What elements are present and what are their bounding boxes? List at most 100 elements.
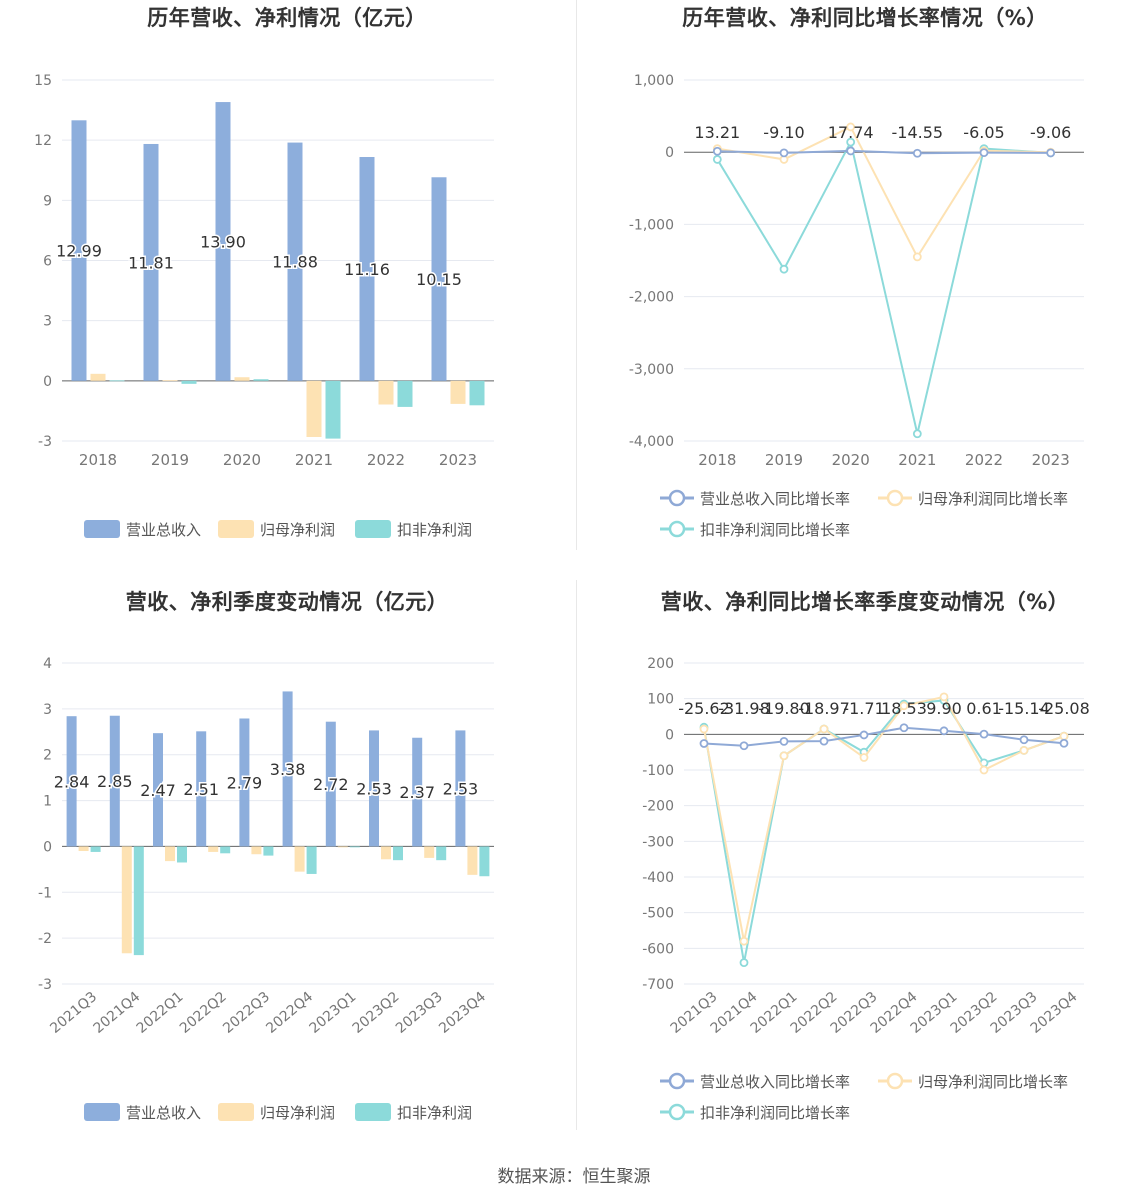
data-point (1046, 148, 1056, 158)
x-tick-label: 2019 (151, 451, 189, 469)
bar (208, 846, 219, 852)
x-tick-label: 2021Q3 (47, 989, 100, 1037)
data-point (699, 739, 709, 748)
bar (90, 373, 106, 381)
bar (479, 846, 490, 877)
bar (381, 846, 391, 860)
y-tick-label: -500 (642, 906, 674, 922)
data-point (712, 146, 722, 156)
legend-marker (886, 489, 904, 507)
legend-swatch (84, 520, 120, 538)
data-label: 12.99 (56, 242, 102, 261)
legend-swatch (84, 1103, 120, 1121)
y-tick-label: 15 (34, 73, 52, 89)
x-tick-label: 2022Q4 (263, 989, 316, 1037)
legend-marker (668, 489, 686, 507)
data-point (739, 936, 749, 946)
x-tick-label: 2020 (832, 451, 870, 469)
data-label: 0.61 (966, 699, 1002, 718)
bar (239, 718, 250, 847)
data-point (819, 736, 829, 746)
bar (424, 846, 435, 858)
y-tick-label: 3 (43, 314, 52, 330)
bar (66, 716, 77, 847)
x-tick-label: 2023Q3 (393, 989, 446, 1037)
x-tick-label: 2022Q2 (177, 989, 230, 1037)
legend-label: 归母净利润同比增长率 (918, 1073, 1068, 1091)
data-point (899, 723, 909, 733)
data-source-value: 恒生聚源 (582, 1167, 651, 1187)
bar (181, 380, 197, 384)
data-point (739, 958, 749, 968)
annual-growth-title: 历年营收、净利同比增长率情况（%） (682, 6, 1048, 30)
data-label: 11.81 (128, 253, 174, 272)
data-point (1059, 738, 1069, 748)
bar (263, 846, 274, 856)
bar (71, 120, 87, 381)
legend-marker (668, 1072, 686, 1090)
data-point (859, 753, 869, 762)
legend-swatch (218, 1103, 254, 1121)
annual-bar-chart: -3 0 3 6 9 12 15 2018 2019 2020 2021 2022 2023 12.99 1… (34, 73, 494, 539)
data-label: 18.53 (881, 699, 927, 718)
bar (234, 377, 250, 381)
y-tick-label: -3 (38, 434, 52, 450)
data-point (819, 724, 829, 734)
quarterly-growth-panel: 营收、净利同比增长率季度变动情况（%） -700 -600 -500 -400 -300… (578, 584, 1148, 1164)
bar (78, 846, 89, 852)
data-point (979, 148, 989, 158)
legend-label: 扣非净利润 (397, 521, 472, 539)
y-tick-label: -2,000 (629, 290, 674, 306)
data-point (979, 729, 989, 739)
data-point (779, 736, 789, 746)
quarterly-growth-title: 营收、净利同比增长率季度变动情况（%） (660, 590, 1070, 614)
data-point (899, 701, 909, 711)
legend-label: 归母净利润同比增长率 (918, 490, 1068, 508)
series-line (703, 699, 1065, 963)
y-tick-label: 0 (43, 839, 52, 855)
legend-label: 扣非净利润 (397, 1104, 472, 1122)
x-tick-label: 2022Q1 (134, 989, 187, 1037)
bar (378, 380, 394, 405)
x-tick-label: 2021Q4 (91, 989, 144, 1037)
x-tick-label: 2018 (698, 451, 736, 469)
bar (306, 380, 322, 437)
y-tick-label: -1 (38, 885, 52, 901)
x-tick-label: 2021 (295, 451, 333, 469)
data-point (779, 148, 789, 158)
y-tick-label: -2 (38, 931, 52, 947)
y-tick-label: 0 (665, 145, 674, 161)
series-line (703, 695, 1065, 942)
x-tick-label: 2023Q2 (350, 989, 403, 1037)
x-tick-label: 2022 (367, 451, 405, 469)
data-source: 数据来源：恒生聚源 (0, 1162, 1148, 1187)
bar (469, 380, 485, 406)
bar (436, 846, 447, 861)
data-point (779, 751, 789, 761)
data-label: -9.06 (1030, 123, 1071, 142)
y-tick-label: -400 (642, 870, 674, 886)
vertical-divider-top (576, 0, 577, 550)
data-label: -14.55 (892, 123, 944, 142)
bar (306, 846, 317, 874)
bar (220, 846, 231, 854)
bar (177, 846, 187, 863)
bar (251, 846, 262, 855)
annual-growth-panel: 历年营收、净利同比增长率情况（%） -4,000 -3,000 -2,000 -1,0… (578, 0, 1148, 580)
bar (359, 157, 375, 381)
data-point (699, 724, 709, 734)
bar (133, 846, 144, 956)
y-tick-label: 2 (43, 748, 52, 764)
annual-bar-title: 历年营收、净利情况（亿元） (147, 6, 427, 30)
legend-swatch (218, 520, 254, 538)
data-label: 2.79 (227, 773, 263, 792)
bar (196, 731, 207, 847)
bar (143, 143, 159, 381)
y-tick-label: 1 (43, 794, 52, 810)
data-label: 17.74 (828, 123, 874, 142)
vertical-divider-bottom (576, 580, 577, 1130)
y-tick-label: 1,000 (634, 73, 674, 89)
x-tick-label: 2021 (898, 451, 936, 469)
data-source-label: 数据来源： (497, 1167, 583, 1187)
data-label: 2.85 (97, 772, 133, 791)
